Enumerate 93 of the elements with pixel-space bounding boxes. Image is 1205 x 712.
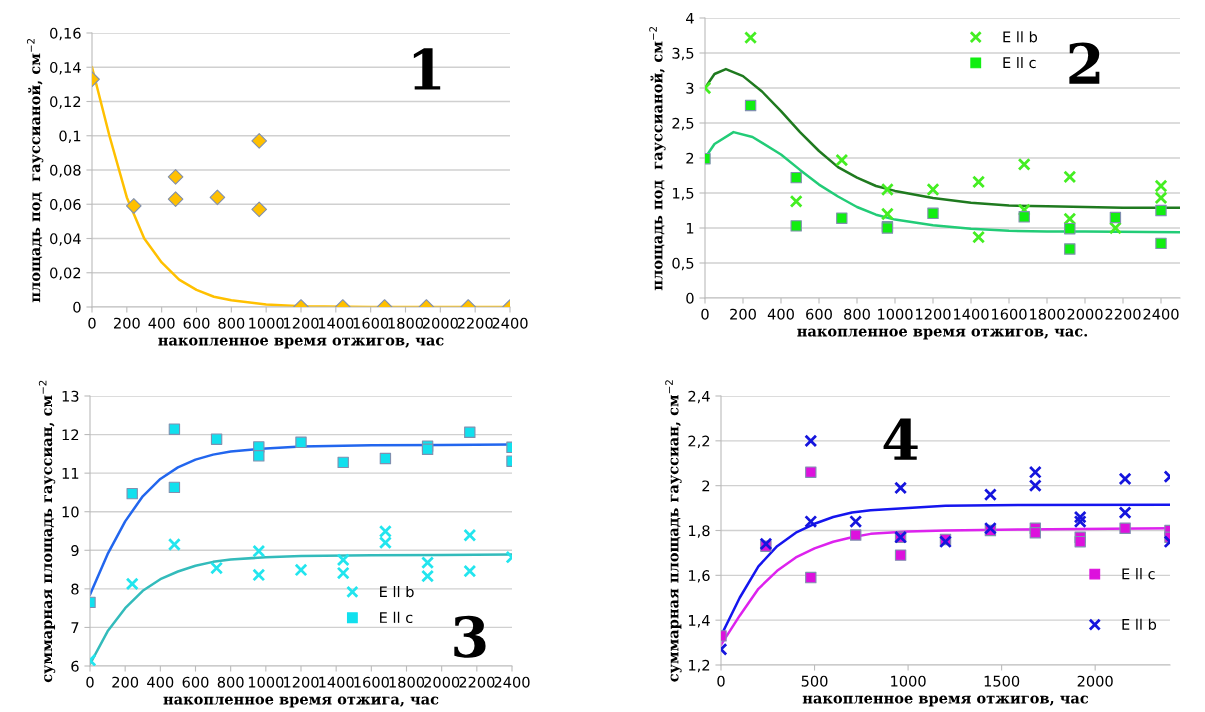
x-tick-label: 600	[806, 308, 832, 320]
annotation: 3	[454, 615, 486, 658]
x-tick-label: 1800	[388, 317, 424, 329]
x-tick-label: 800	[844, 308, 870, 320]
y-axis-title: площадь под гауссианой, см$^{−2}$	[649, 26, 666, 291]
y-tick-label: 0,04	[50, 233, 81, 246]
x-tick-label: 1400	[318, 317, 354, 329]
legend-label: E ll b	[1122, 618, 1157, 630]
y-tick-label: 0,06	[50, 198, 81, 212]
y-tick-label: 6	[71, 660, 79, 672]
y-tick-label: 4	[686, 12, 694, 24]
x-tick-label: 1600	[354, 676, 389, 688]
x-tick-label: 0	[717, 675, 725, 687]
x-axis-title: накопленное время отжига, час	[163, 696, 439, 708]
y-axis-title: площадь под гауссианой, см$^{−2}$	[26, 38, 44, 303]
y-tick-label: 7	[71, 622, 79, 633]
x-tick-label: 800	[217, 676, 244, 688]
y-tick-label: 2,5	[672, 117, 694, 131]
x-tick-label: 1400	[954, 308, 989, 320]
legend-label: E ll b	[380, 585, 414, 598]
x-tick-label: 2000	[424, 676, 460, 688]
y-tick-label: 9	[71, 545, 79, 557]
y-tick-label: 2,2	[688, 435, 710, 449]
y-tick-label: 11	[62, 468, 79, 479]
annotation: 2	[1069, 42, 1100, 84]
y-axis-title: суммарная площадь гауссиан, см$^{−2}$	[665, 380, 682, 682]
x-tick-label: 2400	[492, 317, 528, 329]
y-tick-label: 0,02	[50, 267, 81, 280]
y-tick-label: 0,16	[50, 27, 81, 41]
annotation: 4	[883, 418, 918, 460]
x-tick-label: 400	[147, 676, 174, 688]
x-tick-label: 1800	[389, 676, 425, 688]
x-axis-title: накопленное время отжигов, час.	[797, 328, 1088, 340]
y-tick-label: 1,4	[688, 615, 710, 628]
legend-label: E ll c	[380, 611, 413, 624]
x-tick-label: 2200	[457, 317, 493, 329]
x-tick-label: 2000	[1067, 308, 1103, 320]
x-tick-label: 1500	[984, 675, 1020, 687]
x-tick-label: 600	[183, 317, 210, 329]
y-tick-label: 2	[702, 480, 710, 492]
y-tick-label: 8	[71, 583, 79, 595]
x-tick-label: 200	[113, 317, 140, 329]
x-tick-label: 0	[86, 676, 94, 688]
y-tick-label: 1	[686, 222, 694, 234]
x-tick-label: 400	[148, 317, 175, 329]
y-tick-label: 0,5	[672, 257, 694, 271]
x-tick-label: 400	[767, 308, 794, 320]
x-tick-label: 1000	[891, 675, 926, 687]
x-tick-label: 1200	[284, 676, 319, 688]
y-tick-label: 0	[686, 292, 694, 304]
y-tick-label: 0,14	[50, 61, 81, 75]
y-tick-label: 13	[62, 390, 79, 402]
y-tick-label: 0,1	[59, 130, 81, 143]
x-tick-label: 1000	[248, 676, 284, 688]
legend-label: E ll c	[1003, 56, 1036, 69]
x-tick-label: 1800	[1030, 308, 1065, 320]
x-tick-label: 2200	[459, 676, 495, 688]
x-tick-label: 800	[218, 317, 245, 329]
x-tick-label: 200	[112, 676, 139, 688]
y-tick-label: 0,08	[50, 164, 81, 178]
x-tick-label: 1400	[319, 676, 354, 688]
x-tick-label: 2200	[1105, 308, 1141, 320]
x-axis-title: накопленное время отжигов, час	[158, 337, 444, 349]
x-tick-label: 600	[182, 676, 209, 688]
x-tick-label: 2400	[494, 676, 530, 688]
x-tick-label: 1600	[992, 308, 1027, 320]
y-tick-label: 0,12	[50, 96, 81, 109]
x-tick-label: 500	[801, 675, 828, 687]
x-tick-label: 200	[730, 308, 756, 320]
legend-label: E ll b	[1003, 31, 1038, 43]
y-tick-label: 3	[686, 82, 694, 94]
annotation: 1	[413, 48, 441, 90]
y-tick-label: 1,2	[688, 659, 710, 673]
x-tick-label: 2400	[1143, 308, 1179, 320]
x-tick-label: 1000	[249, 317, 284, 329]
y-tick-label: 12	[62, 429, 79, 441]
x-tick-label: 1200	[284, 317, 319, 329]
y-tick-label: 10	[62, 506, 79, 518]
x-tick-label: 0	[88, 317, 96, 329]
y-tick-label: 1,6	[688, 570, 710, 583]
x-tick-label: 1600	[353, 317, 389, 329]
x-tick-label: 1200	[916, 308, 951, 320]
legend-label: E ll c	[1122, 568, 1155, 580]
y-tick-label: 3,5	[672, 47, 694, 61]
x-axis-title: накопленное время отжигов, час	[802, 695, 1089, 707]
y-tick-label: 1,8	[688, 525, 710, 538]
y-tick-label: 2,4	[688, 390, 710, 404]
y-tick-label: 1,5	[672, 187, 694, 201]
y-tick-label: 2	[686, 152, 694, 164]
x-tick-label: 1000	[878, 308, 913, 320]
x-tick-label: 2000	[1077, 675, 1113, 687]
x-tick-label: 2000	[422, 317, 458, 329]
y-axis-title: суммарная площадь гауссиан, см$^{−2}$	[38, 380, 56, 683]
